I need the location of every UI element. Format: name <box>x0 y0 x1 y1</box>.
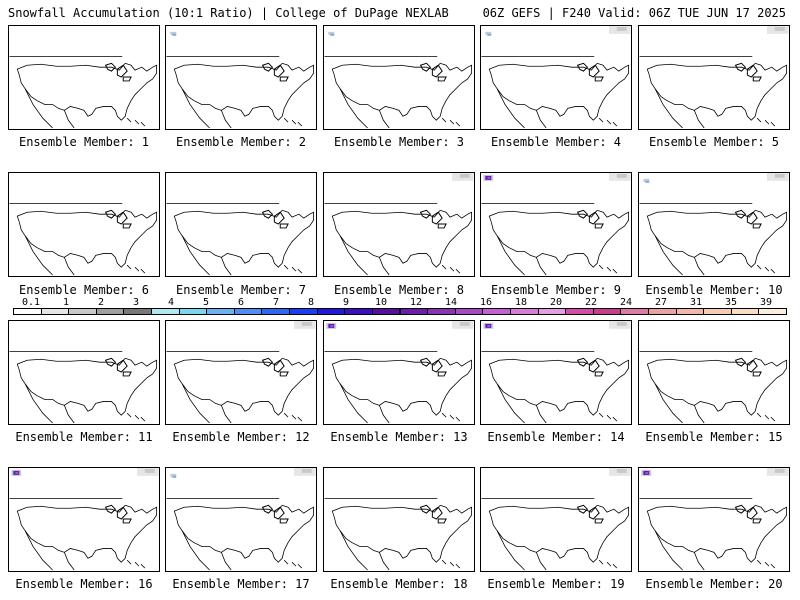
colorbar-tick-label: 20 <box>549 297 563 308</box>
colorbar-tick-label: 14 <box>444 297 458 308</box>
ensemble-member-map <box>480 25 632 130</box>
map-title: Snowfall Accumulation (10:1 Ratio) | Col… <box>8 6 449 20</box>
colorbar-tick-label: 24 <box>619 297 633 308</box>
ensemble-member-label: Ensemble Member: 16 <box>15 577 153 591</box>
ensemble-member-label: Ensemble Member: 13 <box>330 430 468 444</box>
ensemble-member-label: Ensemble Member: 4 <box>490 135 622 149</box>
ensemble-member-label: Ensemble Member: 12 <box>172 430 310 444</box>
colorbar-tick-label: 5 <box>202 297 210 308</box>
ensemble-member-label: Ensemble Member: 3 <box>333 135 465 149</box>
colorbar-swatch <box>316 308 346 315</box>
colorbar-tick-label: 27 <box>654 297 668 308</box>
ensemble-member-label: Ensemble Member: 17 <box>172 577 310 591</box>
colorbar-tick-label: 3 <box>132 297 140 308</box>
colorbar-swatch <box>592 308 622 315</box>
ensemble-member-map <box>165 172 317 277</box>
ensemble-member-map <box>165 320 317 425</box>
ensemble-member-label: Ensemble Member: 10 <box>645 283 783 297</box>
colorbar-swatch <box>509 308 539 315</box>
ensemble-member-label: Ensemble Member: 7 <box>175 283 307 297</box>
colorbar-tick-label: 12 <box>409 297 423 308</box>
colorbar-swatch <box>151 308 180 315</box>
colorbar-swatch <box>178 308 208 315</box>
ensemble-member-map <box>638 320 790 425</box>
colorbar-tick-label: 35 <box>724 297 738 308</box>
colorbar-swatch <box>482 308 511 315</box>
ensemble-member-map <box>8 25 160 130</box>
colorbar-tick-label: 10 <box>374 297 388 308</box>
colorbar-swatch <box>206 308 235 315</box>
ensemble-member-label: Ensemble Member: 9 <box>490 283 622 297</box>
colorbar-swatch <box>289 308 318 315</box>
ensemble-member-label: Ensemble Member: 6 <box>18 283 150 297</box>
colorbar-swatch <box>730 308 760 315</box>
ensemble-member-map <box>323 25 475 130</box>
snowfall-colorbar: 0.1 1 2 3 4 5 6 7 8 9 10 12 14 16 18 20 22 24 27 31 35 39 <box>13 297 787 317</box>
colorbar-swatch <box>703 308 732 315</box>
colorbar-tick-label: 18 <box>514 297 528 308</box>
ensemble-member-map <box>165 25 317 130</box>
colorbar-tick-label: 9 <box>342 297 350 308</box>
colorbar-swatch <box>123 308 153 315</box>
colorbar-swatch <box>261 308 291 315</box>
ensemble-member-label: Ensemble Member: 1 <box>18 135 150 149</box>
ensemble-member-map <box>480 320 632 425</box>
ensemble-member-map <box>480 467 632 572</box>
colorbar-swatch <box>399 308 429 315</box>
colorbar-swatch <box>675 308 705 315</box>
colorbar-swatch <box>233 308 263 315</box>
ensemble-member-map <box>638 172 790 277</box>
ensemble-member-map <box>8 467 160 572</box>
colorbar-swatch <box>758 308 787 315</box>
ensemble-member-map <box>323 320 475 425</box>
ensemble-member-map <box>8 172 160 277</box>
colorbar-swatch <box>620 308 649 315</box>
colorbar-tick-label: 7 <box>272 297 280 308</box>
model-run-info: 06Z GEFS | F240 Valid: 06Z TUE JUN 17 20… <box>482 6 786 20</box>
ensemble-member-map <box>165 467 317 572</box>
ensemble-member-map <box>638 25 790 130</box>
ensemble-member-label: Ensemble Member: 8 <box>333 283 465 297</box>
ensemble-member-label: Ensemble Member: 20 <box>645 577 783 591</box>
colorbar-swatch <box>454 308 484 315</box>
colorbar-swatch <box>95 308 125 315</box>
ensemble-member-map <box>8 320 160 425</box>
ensemble-member-label: Ensemble Member: 5 <box>648 135 780 149</box>
ensemble-member-label: Ensemble Member: 18 <box>330 577 468 591</box>
colorbar-tick-label: 4 <box>167 297 175 308</box>
colorbar-swatch <box>371 308 401 315</box>
ensemble-member-label: Ensemble Member: 15 <box>645 430 783 444</box>
colorbar-tick-label: 8 <box>307 297 315 308</box>
ensemble-member-label: Ensemble Member: 11 <box>15 430 153 444</box>
colorbar-tick-label: 16 <box>479 297 493 308</box>
ensemble-member-label: Ensemble Member: 2 <box>175 135 307 149</box>
colorbar-swatch <box>40 308 70 315</box>
ensemble-member-label: Ensemble Member: 19 <box>487 577 625 591</box>
colorbar-tick-label: 2 <box>97 297 105 308</box>
ensemble-member-map <box>323 172 475 277</box>
colorbar-tick-label: 1 <box>62 297 70 308</box>
colorbar-swatch <box>565 308 594 315</box>
colorbar-tick-label: 39 <box>759 297 773 308</box>
colorbar-swatch <box>68 308 97 315</box>
colorbar-tick-label: 6 <box>237 297 245 308</box>
colorbar-tick-label: 0.1 <box>21 297 41 308</box>
ensemble-member-map <box>323 467 475 572</box>
colorbar-swatch <box>427 308 456 315</box>
colorbar-swatch <box>647 308 677 315</box>
ensemble-member-label: Ensemble Member: 14 <box>487 430 625 444</box>
colorbar-tick-label: 31 <box>689 297 703 308</box>
colorbar-tick-label: 22 <box>584 297 598 308</box>
ensemble-member-map <box>480 172 632 277</box>
colorbar-swatch <box>344 308 373 315</box>
colorbar-swatch <box>13 308 42 315</box>
ensemble-member-map <box>638 467 790 572</box>
colorbar-swatch <box>537 308 567 315</box>
